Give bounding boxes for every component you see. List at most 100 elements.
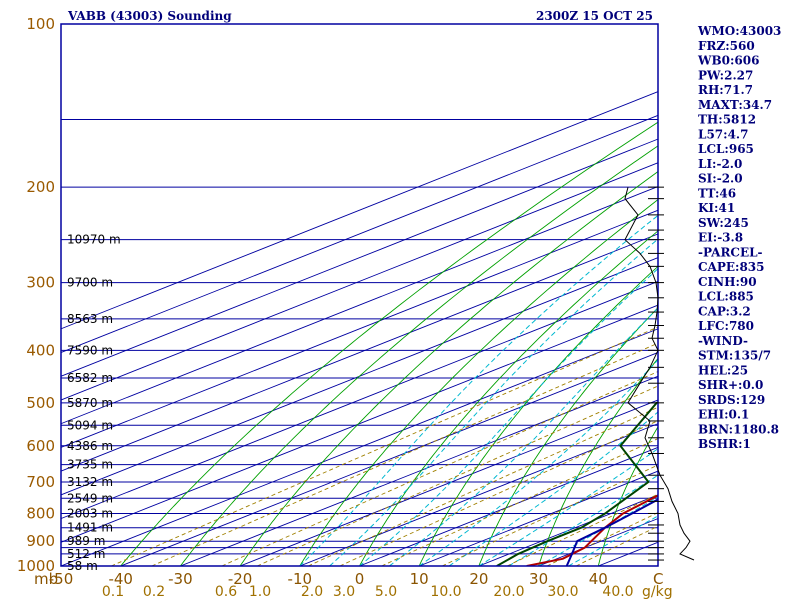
wind-barbs (624, 186, 695, 561)
mixing-ratio-label: 0.2 (143, 584, 165, 600)
index-item: CAPE:835 (698, 260, 765, 274)
isotherm-line (359, 446, 658, 566)
height-labels: 10970 m 9700 m 8563 m 7590 m 6582 m 5870 m 509… (67, 233, 121, 573)
temperature-tick-label: -50 (49, 570, 74, 588)
moist-adiabat-line (299, 214, 658, 566)
height-label: 3735 m (67, 458, 113, 472)
height-label: 8563 m (67, 312, 113, 326)
index-item: LCL:885 (698, 290, 754, 304)
isotherm-line (61, 233, 658, 472)
isotherm-line (299, 423, 658, 566)
mixing-ratio-label: 2.0 (301, 584, 323, 600)
mixing-ratio-label: 0.1 (102, 584, 124, 600)
height-label: 5870 m (67, 396, 113, 410)
index-item: SW:245 (698, 216, 749, 230)
height-label: 6582 m (67, 371, 113, 385)
isotherm-line (61, 280, 658, 520)
pressure-tick-label: 1000 (17, 557, 55, 575)
index-item: RH:71.7 (698, 83, 753, 97)
mixing-ratio-line (442, 464, 658, 566)
height-label: 4386 m (67, 439, 113, 453)
pressure-tick-label: 200 (26, 178, 55, 196)
dry-adiabat-line (597, 426, 658, 566)
mixing-ratio-label: 0.6 (215, 584, 237, 600)
isotherm-line (61, 328, 658, 566)
height-label: 2549 m (67, 491, 113, 505)
height-label: 10970 m (67, 233, 121, 247)
temperature-tick-label: -40 (108, 570, 133, 588)
mixing-ratio-line (575, 525, 658, 566)
index-item: EI:-3.8 (698, 231, 743, 245)
isotherm-line (61, 304, 658, 543)
sounding-traces (496, 401, 658, 566)
temperature-tick-label: -10 (288, 570, 313, 588)
mixing-ratio-line (506, 493, 658, 566)
index-item: BSHR:1 (698, 437, 751, 451)
moist-adiabat-line (359, 268, 658, 566)
dry-adiabat-line (777, 24, 800, 566)
wind-barb-staff (624, 187, 695, 561)
pressure-tick-label: 700 (26, 473, 55, 491)
isotherm-line (239, 399, 658, 566)
mixing-ratio-line (151, 342, 658, 566)
index-item: LI:-2.0 (698, 157, 742, 171)
mixing-ratio-label: 40.0 (602, 584, 633, 600)
index-item: WMO:43003 (697, 24, 781, 38)
isotherm-line (61, 138, 658, 377)
mixing-ratio-line (339, 420, 658, 566)
mixing-ratio-line (308, 406, 658, 566)
stability-indices: WMO:43003FRZ:560WB0:606PW:2.27RH:71.7MAX… (697, 24, 781, 451)
pressure-tick-label: 800 (26, 505, 55, 523)
index-item: -WIND- (698, 334, 748, 348)
index-item: HEL:25 (698, 363, 748, 377)
pressure-tick-label: 300 (26, 274, 55, 292)
mixing-ratio-label: 1.0 (249, 584, 271, 600)
mixing-ratio-label: 3.0 (333, 584, 355, 600)
index-item: FRZ:560 (698, 39, 755, 53)
temperature-tick-label: -20 (228, 570, 253, 588)
pressure-tick-label: 600 (26, 437, 55, 455)
index-item: TT:46 (698, 186, 736, 200)
mixing-ratio-labels: 0.1 0.2 0.6 1.0 2.0 3.0 5.0 10.0 20.0 30.0 40.0 (102, 584, 634, 600)
moist-adiabat-line (448, 411, 658, 566)
mixing-ratio-label: 20.0 (493, 584, 524, 600)
temperature-tick-label: 0 (355, 570, 365, 588)
isotherm-line (180, 375, 658, 566)
mixing-ratio-label: 5.0 (375, 584, 397, 600)
dry-adiabat-line (478, 307, 658, 566)
corner-right-label: C (653, 570, 663, 588)
dry-adiabat-line (180, 145, 658, 566)
temperature-tick-label: 20 (469, 570, 488, 588)
isotherm-line (120, 352, 658, 566)
chart-grid (61, 24, 800, 566)
chart-title: VABB (43003) Sounding (67, 9, 232, 23)
dry-adiabat-line (418, 265, 658, 566)
pressure-tick-label: 900 (26, 532, 55, 550)
height-label: 5094 m (67, 418, 113, 432)
index-item: PW:2.27 (698, 68, 753, 82)
isotherm-line (61, 209, 658, 448)
dry-adiabat-line (538, 357, 658, 566)
height-label: 9700 m (67, 276, 113, 290)
mixing-ratio-line (546, 512, 658, 566)
mixing-ratio-line (221, 371, 658, 566)
temperature-tick-label: 30 (529, 570, 548, 588)
pressure-tick-label: 500 (26, 394, 55, 412)
moist-adiabat-line (538, 496, 658, 566)
index-item: EHI:0.1 (698, 408, 749, 422)
height-label: 7590 m (67, 343, 113, 357)
index-item: LCL:965 (698, 142, 754, 156)
isotherm-line (61, 114, 658, 354)
mixing-ratio-line (111, 326, 658, 566)
isotherm-line (61, 91, 658, 330)
height-label: 989 m (67, 534, 105, 548)
index-item: CAP:3.2 (698, 304, 751, 318)
height-label: 2003 m (67, 507, 113, 521)
index-item: KI:41 (698, 201, 735, 215)
temperature-tick-label: 10 (410, 570, 429, 588)
index-item: WB0:606 (697, 54, 759, 68)
isotherm-line (61, 257, 658, 496)
parcel-trace (565, 498, 658, 566)
temperature-tick-label: 40 (589, 570, 608, 588)
